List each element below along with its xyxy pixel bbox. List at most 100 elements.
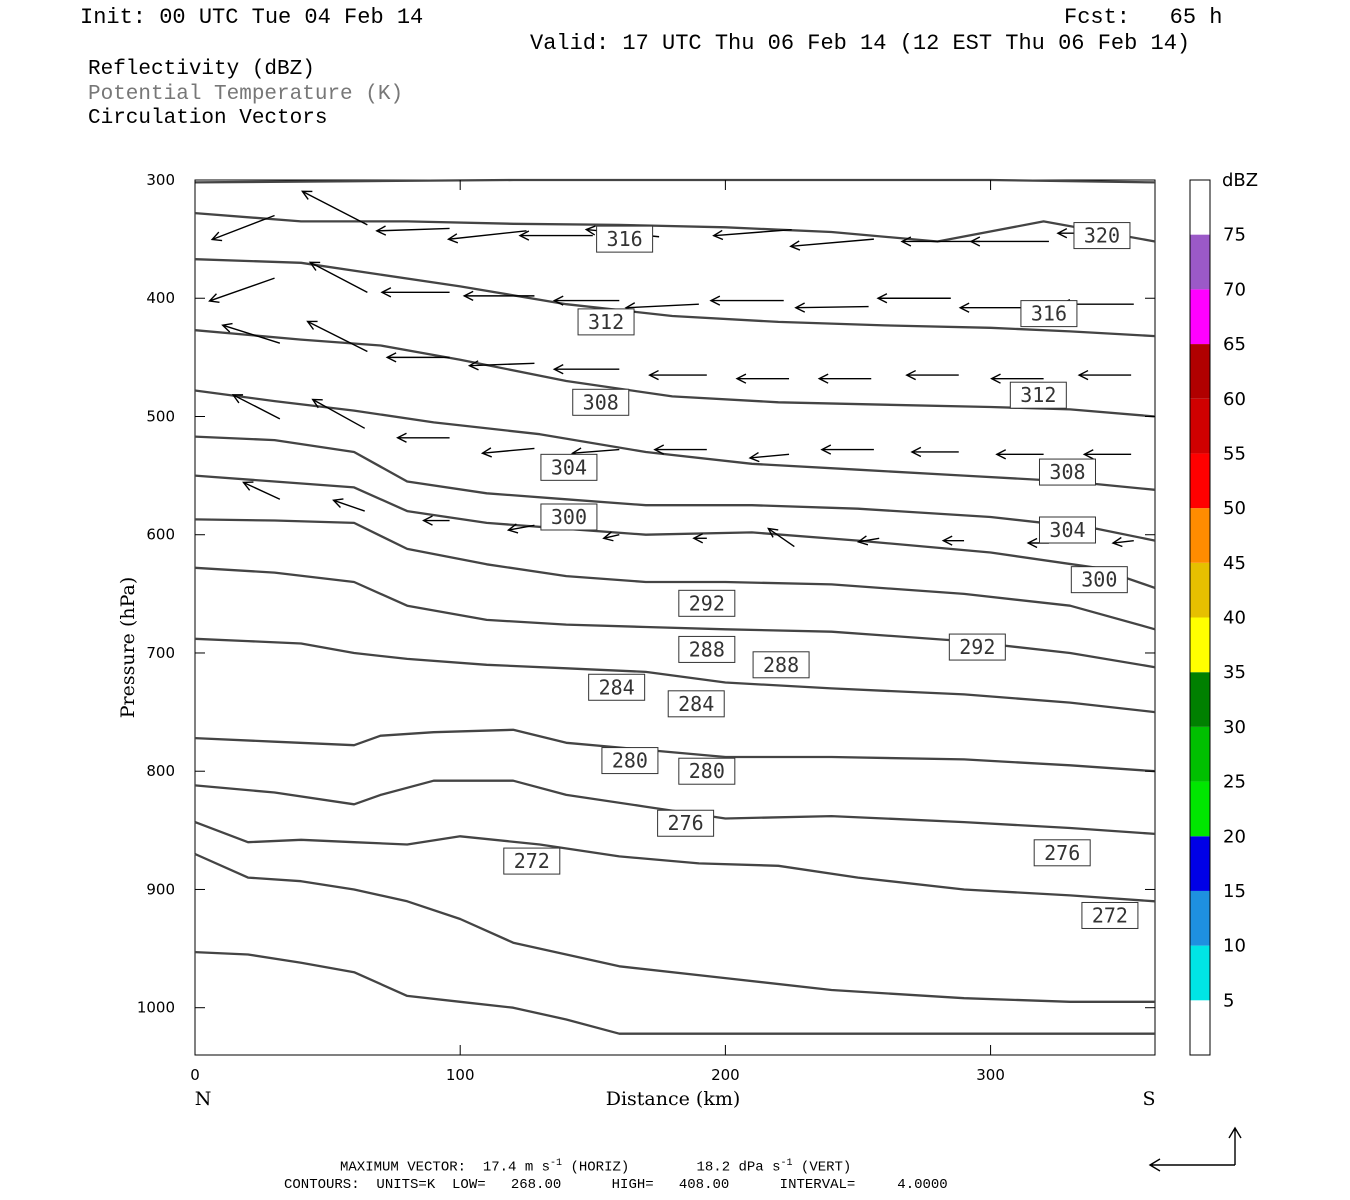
contour-label: 272 (1081, 901, 1139, 929)
circulation-vector (653, 444, 707, 455)
svg-text:320: 320 (1084, 224, 1120, 248)
svg-text:300: 300 (551, 505, 587, 529)
svg-text:292: 292 (959, 635, 995, 659)
circulation-vector (467, 360, 535, 371)
circulation-vector (767, 527, 795, 548)
isentrope-316 (194, 211, 1156, 243)
colorbar-bin (1190, 234, 1210, 290)
colorbar-level-label: 35 (1223, 662, 1246, 683)
circulation-vector (518, 230, 593, 241)
svg-text:288: 288 (689, 637, 725, 661)
colorbar-level-label: 75 (1223, 225, 1246, 246)
svg-text:304: 304 (1049, 518, 1085, 542)
circulation-vector (208, 277, 275, 303)
legend-circulation-vectors: Circulation Vectors (88, 107, 328, 130)
y-tick-label: 400 (146, 289, 175, 307)
circulation-vector (380, 287, 450, 298)
circulation-vector (692, 533, 707, 544)
circulation-vector (301, 190, 368, 226)
contour-label: 316 (1020, 300, 1078, 328)
circulation-vector (552, 295, 620, 306)
circulation-vector (332, 498, 365, 512)
colorbar-bin (1190, 453, 1210, 509)
circulation-vector (422, 515, 450, 526)
x-tick-label: 300 (976, 1066, 1005, 1084)
colorbar-bin (1190, 781, 1210, 837)
contour-label: 316 (596, 225, 654, 253)
init-time: Init: 00 UTC Tue 04 Feb 14 (80, 5, 424, 30)
svg-text:316: 316 (607, 227, 643, 251)
circulation-vector (1111, 536, 1134, 548)
contours-note: CONTOURS: UNITS=K LOW= 268.00 HIGH= 408.… (284, 1177, 948, 1193)
circulation-vector (995, 449, 1044, 460)
y-tick-label: 1000 (137, 999, 175, 1017)
isentrope-320 (194, 178, 1156, 184)
colorbar-level-label: 30 (1223, 717, 1246, 738)
colorbar-level-label: 45 (1223, 553, 1246, 574)
circulation-vector (624, 302, 699, 313)
svg-text:312: 312 (588, 310, 624, 334)
legend-reflectivity: Reflectivity (dBZ) (88, 58, 315, 81)
circulation-vector (817, 373, 872, 384)
svg-text:312: 312 (1020, 383, 1056, 407)
x-tick-label: 0 (190, 1066, 200, 1084)
contour-label: 304 (1038, 516, 1096, 544)
colorbar-bin (1190, 617, 1210, 673)
colorbar-level-label: 40 (1223, 608, 1246, 629)
x-end-label-north: N (195, 1088, 212, 1110)
isentrope-292 (194, 518, 1156, 631)
max-vector-note: MAXIMUM VECTOR: 17.4 m s-1 (HORIZ) 18.2 … (340, 1158, 852, 1176)
colorbar-level-label: 55 (1223, 443, 1246, 464)
isentrope-272 (194, 821, 1156, 903)
circulation-vector (308, 261, 368, 293)
circulation-vector (969, 236, 1049, 247)
circulation-vector (856, 535, 880, 546)
contour-label: 288 (752, 651, 810, 679)
contour-label: 280 (678, 757, 736, 785)
circulation-vector (462, 290, 535, 302)
circulation-vector (396, 432, 450, 443)
valid-time: Valid: 17 UTC Thu 06 Feb 14 (12 EST Thu … (530, 31, 1191, 56)
x-end-label-south: S (1142, 1088, 1155, 1110)
isentrope-296 (194, 474, 1156, 589)
circulation-vector (210, 214, 275, 242)
circulation-vector (905, 369, 959, 381)
circulation-vector (794, 302, 869, 313)
y-tick-label: 300 (146, 171, 175, 189)
colorbar-bin (1190, 945, 1210, 1001)
circulation-vector (900, 236, 980, 247)
svg-text:284: 284 (678, 692, 714, 716)
contour-label: 272 (503, 847, 561, 875)
colorbar-bin (1190, 344, 1210, 399)
x-tick-label: 200 (711, 1066, 740, 1084)
y-tick-label: 600 (146, 526, 175, 544)
isentrope-268 (194, 852, 1155, 1003)
circulation-vector (941, 535, 965, 546)
svg-text:276: 276 (1044, 841, 1080, 865)
circulation-vector (552, 364, 620, 375)
contour-label: 312 (577, 308, 635, 336)
circulation-vector (480, 447, 535, 458)
circulation-vector (375, 225, 450, 236)
colorbar-level-label: 15 (1223, 881, 1246, 902)
svg-text:288: 288 (763, 653, 799, 677)
svg-text:280: 280 (612, 749, 648, 773)
contour-label: 284 (667, 690, 725, 718)
contour-label: 300 (1070, 566, 1128, 594)
circulation-vector (748, 451, 790, 463)
colorbar-bin (1190, 672, 1210, 727)
circulation-vector (242, 481, 281, 500)
colorbar-outline (1189, 179, 1211, 1056)
colorbar-title: dBZ (1222, 170, 1258, 191)
circulation-vector (1082, 449, 1132, 460)
circulation-vector (910, 446, 959, 458)
circulation-vector (311, 398, 366, 429)
circulation-vector (306, 320, 368, 353)
colorbar-bin (1190, 289, 1210, 345)
isentrope-268-low (194, 950, 1155, 1035)
isentrope-276 (194, 779, 1156, 836)
isentrope-280 (194, 728, 1156, 773)
circulation-vector (735, 373, 790, 384)
colorbar-level-label: 20 (1223, 826, 1246, 847)
y-tick-label: 500 (146, 407, 175, 425)
